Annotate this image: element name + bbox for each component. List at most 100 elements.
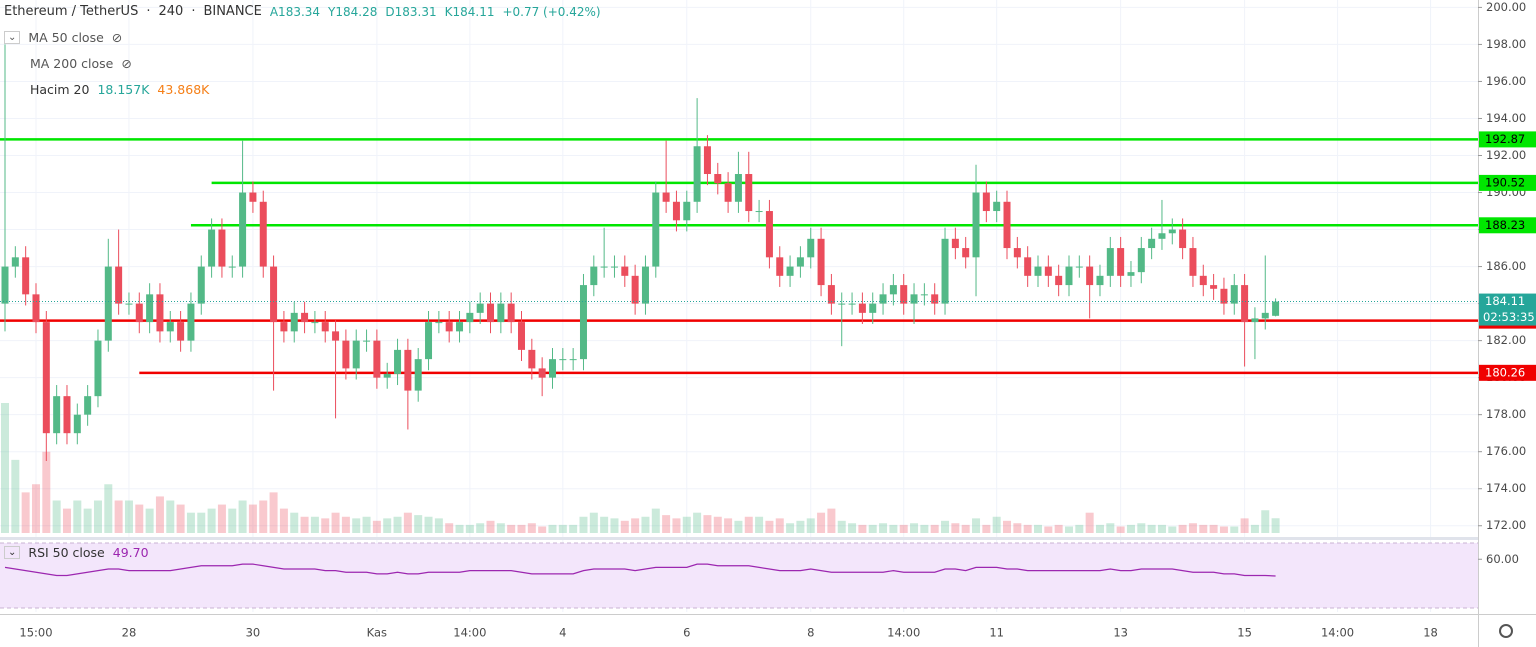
- indicator-legend[interactable]: Hacim 20 18.157K 43.868K: [30, 82, 209, 97]
- candle-body: [796, 257, 804, 267]
- volume-bar: [259, 500, 268, 533]
- candle-body: [1220, 288, 1228, 304]
- candle-body: [827, 285, 835, 304]
- price-tag: [1479, 293, 1536, 326]
- candle-body: [631, 275, 639, 304]
- candle-body: [53, 396, 61, 434]
- volume-bar: [724, 518, 733, 533]
- settings-icon[interactable]: [1499, 624, 1513, 638]
- volume-bar: [631, 518, 640, 533]
- price-tag-label: 180.26: [1485, 365, 1525, 379]
- volume-bar: [786, 523, 795, 533]
- y-tick-label: 198.00: [1486, 37, 1526, 51]
- indicator-legend[interactable]: MA 200 close ⊘: [30, 56, 132, 71]
- volume-bar: [703, 515, 712, 533]
- candle-body: [1024, 257, 1032, 276]
- x-tick-label: 6: [683, 626, 690, 640]
- candle-body: [1230, 285, 1238, 304]
- candle-body: [1044, 266, 1052, 276]
- hidden-icon[interactable]: ⊘: [121, 56, 132, 71]
- candle-body: [352, 340, 360, 369]
- volume-bar: [910, 523, 919, 533]
- volume-bar: [507, 524, 516, 533]
- volume-bar: [879, 523, 888, 533]
- candle-body: [125, 303, 133, 305]
- y-tick-label: 186.00: [1486, 259, 1526, 273]
- volume-bar: [982, 524, 991, 533]
- volume-bar: [1023, 524, 1032, 533]
- candle-body: [456, 322, 464, 332]
- volume-bar: [765, 520, 774, 533]
- volume-bar: [341, 516, 350, 533]
- volume-bar: [176, 504, 185, 533]
- candle-body: [259, 201, 267, 267]
- candle-body: [187, 303, 195, 341]
- candle-body: [342, 340, 350, 369]
- candle-body: [807, 238, 815, 258]
- volume-bar: [114, 500, 123, 533]
- candle-body: [476, 303, 484, 313]
- candle-body: [11, 257, 19, 267]
- volume-bar: [941, 520, 950, 533]
- volume-bar: [155, 496, 164, 533]
- candle-body: [1003, 201, 1011, 249]
- volume-bar: [920, 524, 929, 533]
- candle-body: [1, 266, 9, 304]
- rsi-legend[interactable]: ⌄ RSI 50 close 49.70: [4, 545, 149, 560]
- candle-body: [507, 303, 515, 323]
- candle-body: [610, 266, 618, 268]
- interval: 240: [158, 4, 184, 19]
- candle-body: [1168, 229, 1176, 234]
- candle-body: [858, 303, 866, 313]
- volume-bar: [21, 492, 30, 533]
- pane-divider: [0, 537, 1478, 540]
- candle-body: [817, 238, 825, 286]
- y-tick-label: 182.00: [1486, 333, 1526, 347]
- volume-bar: [1054, 524, 1063, 533]
- candle-body: [1241, 285, 1249, 323]
- candle-body: [487, 303, 495, 323]
- indicator-value: 43.868K: [157, 82, 210, 97]
- volume-bar: [414, 515, 423, 533]
- volume-bar: [1188, 523, 1197, 533]
- volume-bar: [62, 508, 71, 533]
- candle-body: [63, 396, 71, 434]
- candle-body: [497, 303, 505, 323]
- candle-body: [993, 201, 1001, 212]
- volume-bar: [848, 523, 857, 533]
- candle-body: [280, 322, 288, 332]
- volume-bar: [1147, 524, 1156, 533]
- y-tick-label: 178.00: [1486, 407, 1526, 421]
- candle-body: [1034, 266, 1042, 276]
- volume-bar: [961, 524, 970, 533]
- candle-body: [1189, 248, 1197, 276]
- candle-body: [734, 174, 742, 202]
- candle-body: [652, 192, 660, 267]
- volume-bar: [972, 518, 981, 533]
- candle-body: [1210, 285, 1218, 289]
- candle-body: [239, 192, 247, 267]
- candle-body: [156, 294, 164, 332]
- candle-body: [1158, 233, 1166, 239]
- candle-body: [1075, 266, 1083, 268]
- candle-body: [879, 294, 887, 304]
- indicator-legend[interactable]: ⌄ MA 50 close ⊘: [4, 30, 122, 45]
- candle-body: [1106, 248, 1114, 276]
- volume-bar: [445, 523, 454, 533]
- volume-bar: [166, 500, 175, 533]
- y-tick-label: 174.00: [1486, 481, 1526, 495]
- volume-bar: [1230, 526, 1239, 533]
- candle-body: [1117, 248, 1125, 276]
- hidden-icon[interactable]: ⊘: [111, 30, 123, 45]
- candle-body: [166, 322, 174, 332]
- volume-bar: [527, 523, 536, 533]
- volume-bar: [1044, 526, 1053, 533]
- volume-bar: [930, 524, 939, 533]
- candle-body: [889, 285, 897, 295]
- volume-bar: [600, 516, 609, 533]
- candle-body: [383, 373, 391, 378]
- volume-bar: [269, 492, 278, 533]
- y-tick-label: 192.00: [1486, 148, 1526, 162]
- volume-bar: [124, 500, 133, 533]
- x-tick-label: 15: [1237, 626, 1252, 640]
